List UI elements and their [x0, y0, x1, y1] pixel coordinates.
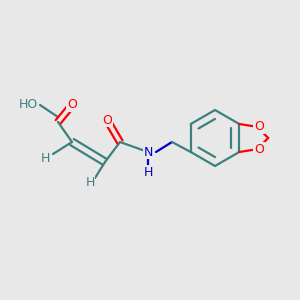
Text: HO: HO	[18, 98, 38, 112]
Text: O: O	[67, 98, 77, 112]
Text: O: O	[254, 143, 264, 156]
Text: O: O	[102, 113, 112, 127]
Text: H: H	[40, 152, 50, 164]
Text: H: H	[85, 176, 95, 188]
Text: N: N	[143, 146, 153, 158]
Text: H: H	[143, 166, 153, 178]
Text: O: O	[254, 120, 264, 133]
